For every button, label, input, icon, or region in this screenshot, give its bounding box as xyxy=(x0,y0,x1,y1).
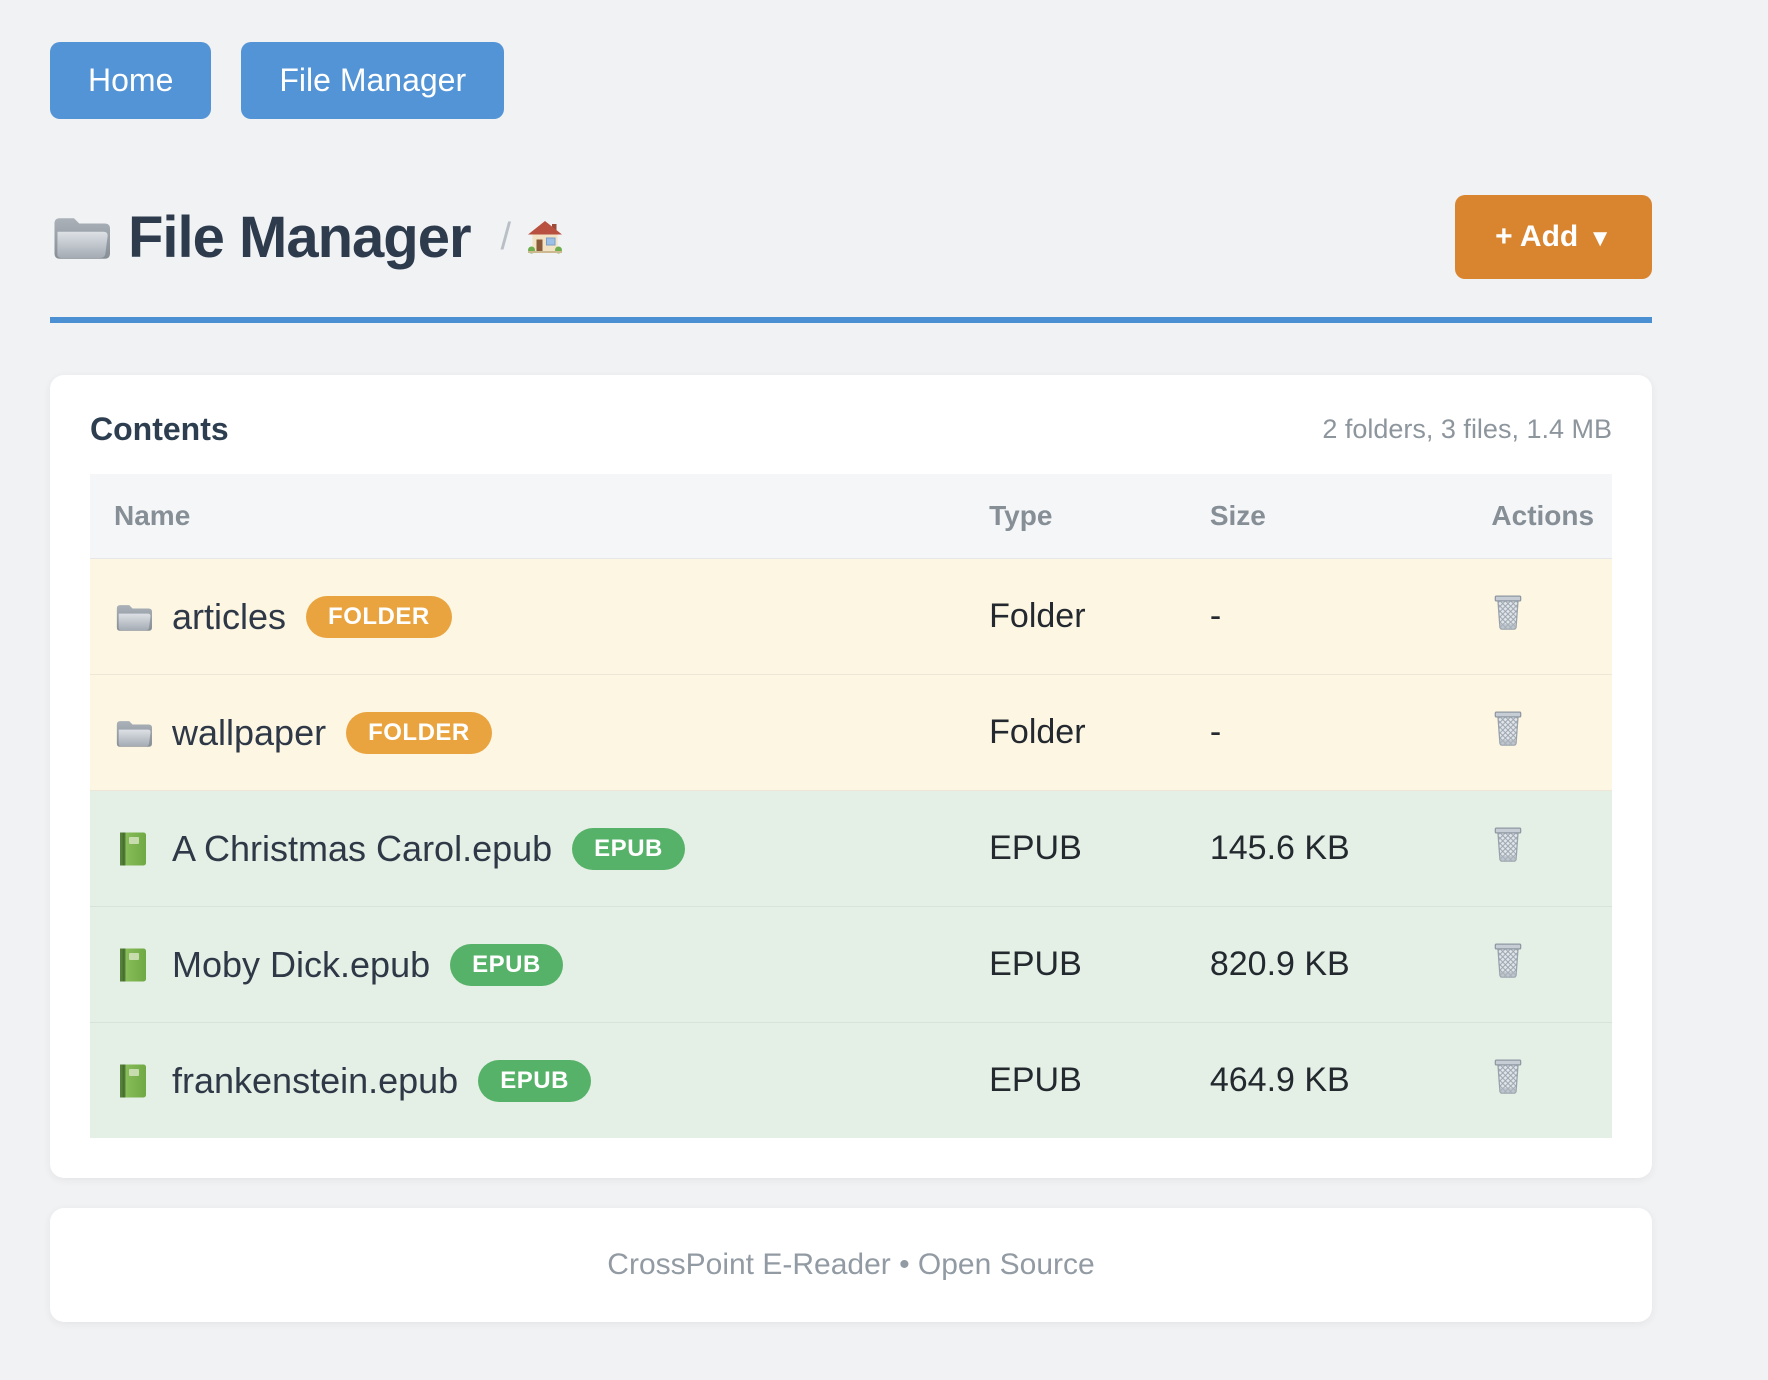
footer-text: CrossPoint E-Reader • Open Source xyxy=(607,1248,1095,1282)
delete-button[interactable] xyxy=(1491,825,1525,863)
row-name-link[interactable]: wallpaper xyxy=(172,711,327,753)
row-type: EPUB xyxy=(965,790,1186,907)
delete-button[interactable] xyxy=(1491,1057,1525,1095)
row-type: EPUB xyxy=(965,1022,1186,1139)
column-header-type: Type xyxy=(965,474,1186,559)
row-type-badge: EPUB xyxy=(450,943,563,986)
row-name-link[interactable]: articles xyxy=(172,595,287,637)
folder-icon xyxy=(116,720,152,747)
column-header-actions: Actions xyxy=(1467,474,1612,559)
row-type: Folder xyxy=(965,558,1186,675)
trash-icon xyxy=(1495,1059,1522,1094)
folder-icon xyxy=(54,218,110,259)
add-button[interactable]: + Add ▼ xyxy=(1455,195,1652,280)
row-size: 464.9 KB xyxy=(1185,1022,1468,1139)
row-type-badge: FOLDER xyxy=(306,595,452,638)
contents-heading: Contents xyxy=(90,411,229,448)
row-type-badge: FOLDER xyxy=(346,711,492,754)
page-title: File Manager xyxy=(128,204,472,270)
book-icon xyxy=(120,832,146,866)
delete-button[interactable] xyxy=(1491,709,1525,747)
trash-icon xyxy=(1495,711,1522,746)
folder-icon xyxy=(116,604,152,631)
row-name-link[interactable]: Moby Dick.epub xyxy=(172,943,431,985)
trash-icon xyxy=(1495,943,1522,978)
nav-file-manager-button[interactable]: File Manager xyxy=(241,42,505,120)
book-icon xyxy=(120,948,146,982)
row-type-badge: EPUB xyxy=(478,1059,591,1102)
column-header-name: Name xyxy=(90,474,966,559)
row-size: 820.9 KB xyxy=(1185,906,1468,1023)
breadcrumb-separator: / xyxy=(500,215,512,258)
table-row: articles FOLDER Folder - xyxy=(90,558,1612,675)
table-row: A Christmas Carol.epub EPUB EPUB 145.6 K… xyxy=(90,790,1612,907)
table-row: wallpaper FOLDER Folder - xyxy=(90,674,1612,791)
header-divider xyxy=(50,317,1652,324)
house-icon[interactable] xyxy=(527,220,563,254)
trash-icon xyxy=(1495,827,1522,862)
row-type: Folder xyxy=(965,674,1186,791)
top-nav: Home File Manager xyxy=(50,0,1652,120)
delete-button[interactable] xyxy=(1491,593,1525,631)
row-name-link[interactable]: A Christmas Carol.epub xyxy=(172,827,553,869)
row-type-badge: EPUB xyxy=(572,827,685,870)
row-name-link[interactable]: frankenstein.epub xyxy=(172,1059,459,1101)
table-header-row: Name Type Size Actions xyxy=(90,474,1612,559)
chevron-down-icon: ▼ xyxy=(1588,225,1612,253)
contents-table: Name Type Size Actions xyxy=(90,474,1612,1139)
row-type: EPUB xyxy=(965,906,1186,1023)
row-size: 145.6 KB xyxy=(1185,790,1468,907)
row-size: - xyxy=(1185,674,1468,791)
book-icon xyxy=(120,1064,146,1098)
page-footer: CrossPoint E-Reader • Open Source xyxy=(50,1208,1652,1323)
column-header-size: Size xyxy=(1185,474,1468,559)
contents-summary: 2 folders, 3 files, 1.4 MB xyxy=(1322,414,1612,445)
delete-button[interactable] xyxy=(1491,941,1525,979)
page-header: File Manager / + Add ▼ xyxy=(50,195,1652,280)
table-row: Moby Dick.epub EPUB EPUB 820.9 KB xyxy=(90,906,1612,1023)
row-size: - xyxy=(1185,558,1468,675)
trash-icon xyxy=(1495,595,1522,630)
contents-card: Contents 2 folders, 3 files, 1.4 MB Name… xyxy=(50,375,1652,1179)
table-row: frankenstein.epub EPUB EPUB 464.9 KB xyxy=(90,1022,1612,1139)
nav-home-button[interactable]: Home xyxy=(50,42,212,120)
